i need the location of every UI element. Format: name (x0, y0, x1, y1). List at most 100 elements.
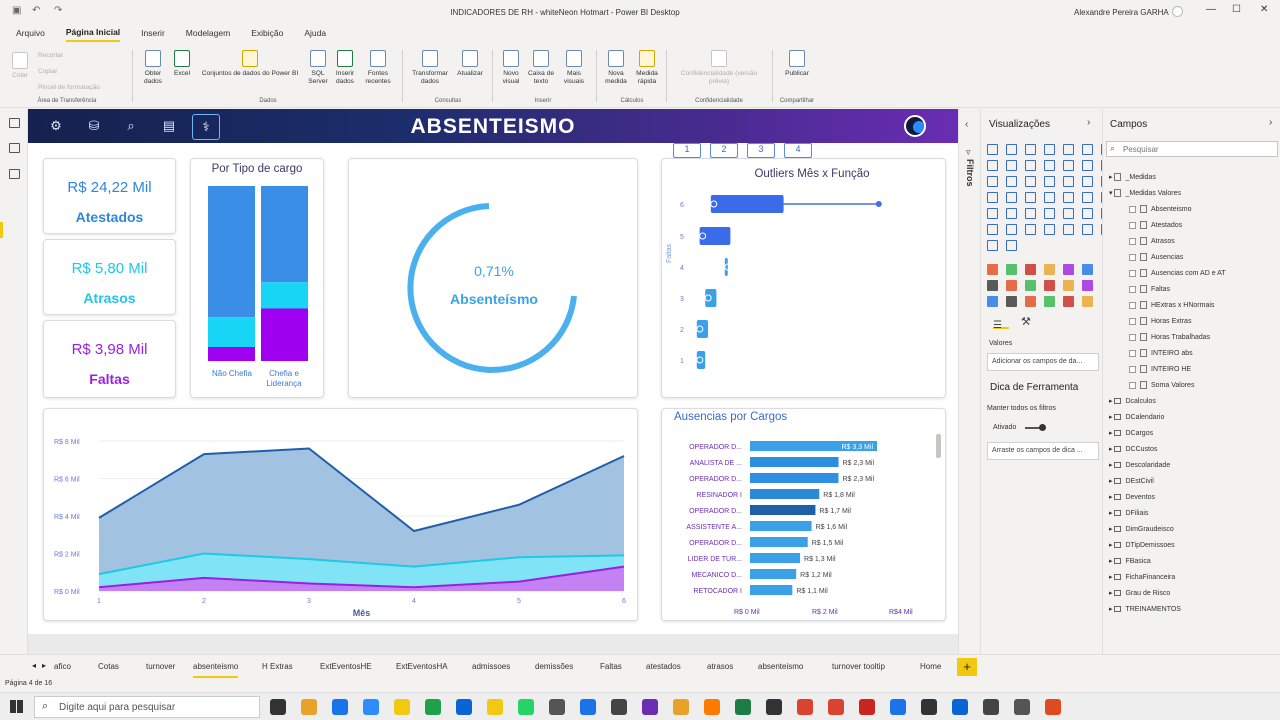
fontes-recentes-button[interactable]: Fontes recentes (360, 50, 396, 86)
taskbar-app-icon[interactable] (456, 699, 472, 715)
measure-field[interactable]: Horas Extras (1129, 317, 1191, 325)
measure-field[interactable]: INTEIRO abs (1129, 349, 1193, 357)
table-field[interactable]: ▸ DCalendario (1109, 414, 1165, 421)
taskbar-app-icon[interactable] (1045, 699, 1061, 715)
menu-exibicao[interactable]: Exibição (251, 27, 284, 38)
visual-type-icon[interactable] (1082, 160, 1093, 171)
save-icon[interactable]: ▣ (12, 5, 22, 16)
visual-type-icon[interactable] (1025, 144, 1036, 155)
visual-type-icon[interactable] (1006, 208, 1017, 219)
tab-atrasos[interactable]: atrasos (707, 662, 734, 671)
kpi-atrasos[interactable]: R$ 5,80 Mil Atrasos (43, 239, 176, 315)
nova-medida-button[interactable]: Nova medida (602, 50, 630, 86)
visual-type-icon[interactable] (1082, 144, 1093, 155)
custom-visual-icon[interactable] (1025, 296, 1036, 307)
caixa-texto-button[interactable]: Caixa de texto (526, 50, 556, 86)
taskbar-app-icon[interactable] (642, 699, 658, 715)
visual-type-icon[interactable] (1006, 176, 1017, 187)
area-chart[interactable]: R$ 8 Mil R$ 6 Mil R$ 4 Mil R$ 2 Mil R$ 0 Mil… (44, 409, 639, 622)
ausencias-chart[interactable]: OPERADOR D... R$ 3,3 Mil ANALISTA DE ... R$… (662, 409, 947, 622)
custom-visual-icon[interactable] (987, 264, 998, 275)
visual-type-icon[interactable] (1044, 176, 1055, 187)
toggle-switch[interactable] (1025, 424, 1046, 431)
page-button-2[interactable]: 2 (710, 143, 738, 158)
tooltip-dropzone[interactable]: Arraste os campos de dica ... (987, 442, 1099, 460)
visual-type-icon[interactable] (1025, 208, 1036, 219)
page-button-1[interactable]: 1 (673, 143, 701, 158)
custom-visual-icon[interactable] (1044, 264, 1055, 275)
visual-type-icon[interactable] (1063, 192, 1074, 203)
visual-type-icon[interactable] (1063, 208, 1074, 219)
chevron-left-icon[interactable]: ‹ (965, 119, 969, 130)
obter-dados-button[interactable]: Obter dados (138, 50, 168, 86)
visual-type-icon[interactable] (987, 192, 998, 203)
gauge-card[interactable]: 0,71% Absenteísmo (348, 158, 638, 398)
visual-type-icon[interactable] (1082, 224, 1093, 235)
table-field[interactable]: ▸ Descolaridade (1109, 462, 1171, 469)
table-field[interactable]: ▸ Deventos (1109, 494, 1156, 501)
sql-button[interactable]: SQL Server (304, 50, 332, 86)
tab-cotas[interactable]: Cotas (98, 662, 119, 671)
custom-visual-icon[interactable] (1006, 280, 1017, 291)
chevron-right-icon[interactable]: › (1269, 117, 1273, 128)
tab-home[interactable]: Home (920, 662, 942, 671)
taskbar-app-icon[interactable] (859, 699, 875, 715)
mais-visuais-button[interactable]: Mais visuais (558, 50, 590, 86)
custom-visual-icon[interactable] (1082, 296, 1093, 307)
visual-type-icon[interactable] (1025, 160, 1036, 171)
taskbar-app-icon[interactable] (1014, 699, 1030, 715)
table-medidas-valores[interactable]: ▾ _Medidas Valores (1109, 189, 1181, 198)
tab-turnover-tooltip[interactable]: turnover tooltip (832, 662, 885, 671)
taskbar-app-icon[interactable] (890, 699, 906, 715)
custom-visual-icon[interactable] (1063, 264, 1074, 275)
measure-field[interactable]: Horas Trabalhadas (1129, 333, 1210, 341)
fields-search-input[interactable]: Pesquisar (1106, 141, 1278, 157)
pincel-button[interactable]: Pincel de formatação (38, 84, 100, 91)
tab-atestados[interactable]: atestados (646, 662, 681, 671)
taskbar-app-icon[interactable] (611, 699, 627, 715)
measure-field[interactable]: Ausencias com AD e AT (1129, 269, 1226, 277)
excel-button[interactable]: Excel (170, 50, 194, 78)
table-field[interactable]: ▸ FBasica (1109, 558, 1151, 565)
nav-doc-icon[interactable]: ▤ (162, 118, 176, 133)
visual-type-icon[interactable] (987, 176, 998, 187)
tab-exteventoshe[interactable]: ExtEventosHE (320, 662, 372, 671)
ausencias-card[interactable]: Ausencias por Cargos OPERADOR D... R$ 3,3… (661, 408, 946, 621)
kpi-faltas[interactable]: R$ 3,98 Mil Faltas (43, 320, 176, 398)
cargo-chart[interactable] (191, 159, 325, 399)
visual-type-icon[interactable] (1082, 208, 1093, 219)
custom-visual-icon[interactable] (1025, 264, 1036, 275)
visual-type-icon[interactable] (1063, 224, 1074, 235)
custom-visual-icon[interactable] (1006, 296, 1017, 307)
cargo-chart-card[interactable]: Por Tipo de cargo Não Chefia Chefia e Li… (190, 158, 324, 398)
nav-search-icon[interactable]: ⌕ (127, 118, 135, 133)
add-page-button[interactable]: + (957, 658, 977, 676)
visual-type-icon[interactable] (1063, 144, 1074, 155)
publicar-button[interactable]: Publicar (778, 50, 816, 78)
outliers-chart[interactable]: 6 5 4 3 2 1 (662, 159, 947, 399)
tab-absenteismo[interactable]: absenteismo (193, 662, 239, 678)
model-view-icon[interactable] (9, 169, 20, 179)
table-field[interactable]: ▸ FichaFinanceira (1109, 574, 1176, 581)
taskbar-app-icon[interactable] (797, 699, 813, 715)
conjuntos-button[interactable]: Conjuntos de dados do Power BI (196, 50, 304, 78)
taskbar-app-icon[interactable] (921, 699, 937, 715)
table-field[interactable]: ▸ Dcalculos (1109, 398, 1156, 405)
taskbar-app-icon[interactable] (549, 699, 565, 715)
measure-field[interactable]: Absenteismo (1129, 205, 1191, 213)
nav-money-icon[interactable]: ⛁ (88, 118, 100, 133)
tab-turnover[interactable]: turnover (146, 662, 176, 671)
table-field[interactable]: ▸ TREINAMENTOS (1109, 606, 1181, 613)
transformar-button[interactable]: Transformar dados (408, 50, 452, 86)
table-medidas[interactable]: ▸ _Medidas (1109, 173, 1156, 182)
measure-field[interactable]: Ausencias (1129, 253, 1183, 261)
undo-icon[interactable]: ↶ (32, 5, 41, 16)
taskbar-app-icon[interactable] (673, 699, 689, 715)
table-field[interactable]: ▸ DTipDemissoes (1109, 542, 1175, 549)
visual-type-icon[interactable] (987, 144, 998, 155)
tab-faltas[interactable]: Faltas (600, 662, 622, 671)
taskbar-app-icon[interactable] (270, 699, 286, 715)
taskbar-app-icon[interactable] (580, 699, 596, 715)
maximize-icon[interactable]: ☐ (1232, 4, 1241, 15)
table-field[interactable]: ▸ DimGraudeisco (1109, 526, 1174, 533)
